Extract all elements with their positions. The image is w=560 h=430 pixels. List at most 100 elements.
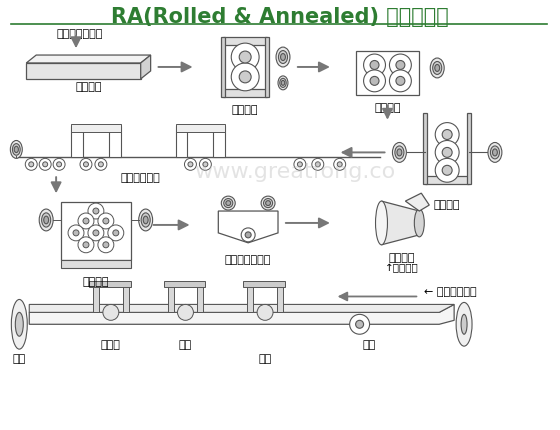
Bar bbox=[109, 126, 121, 157]
Bar bbox=[61, 202, 130, 260]
Text: （脫脂、洗淨）: （脫脂、洗淨） bbox=[225, 255, 272, 265]
Bar bbox=[123, 285, 129, 312]
Ellipse shape bbox=[41, 213, 51, 227]
Circle shape bbox=[39, 158, 51, 170]
Circle shape bbox=[88, 225, 104, 241]
Polygon shape bbox=[26, 63, 141, 79]
Circle shape bbox=[370, 77, 379, 85]
Circle shape bbox=[188, 162, 193, 167]
Ellipse shape bbox=[492, 149, 497, 156]
Polygon shape bbox=[26, 55, 151, 63]
Ellipse shape bbox=[10, 141, 22, 158]
Ellipse shape bbox=[430, 58, 444, 78]
Ellipse shape bbox=[278, 76, 288, 90]
Polygon shape bbox=[218, 211, 278, 243]
Circle shape bbox=[78, 213, 94, 229]
Circle shape bbox=[231, 43, 259, 71]
Bar bbox=[247, 285, 253, 312]
Circle shape bbox=[73, 230, 79, 236]
Polygon shape bbox=[29, 304, 454, 312]
Ellipse shape bbox=[393, 142, 407, 163]
Circle shape bbox=[103, 304, 119, 320]
Circle shape bbox=[93, 208, 99, 214]
Bar bbox=[93, 285, 99, 312]
Ellipse shape bbox=[278, 51, 287, 64]
Circle shape bbox=[297, 162, 302, 167]
Ellipse shape bbox=[281, 80, 284, 85]
Ellipse shape bbox=[280, 78, 286, 87]
Circle shape bbox=[88, 203, 104, 219]
Bar bbox=[223, 37, 267, 45]
Bar bbox=[71, 123, 121, 132]
Circle shape bbox=[184, 158, 197, 170]
Bar bbox=[223, 89, 267, 97]
Circle shape bbox=[98, 213, 114, 229]
Circle shape bbox=[83, 242, 89, 248]
Circle shape bbox=[245, 232, 251, 238]
Circle shape bbox=[337, 162, 342, 167]
Circle shape bbox=[203, 162, 208, 167]
Text: 粗化: 粗化 bbox=[179, 340, 192, 350]
Ellipse shape bbox=[376, 201, 388, 245]
Text: （熱軋）: （熱軋） bbox=[232, 105, 258, 115]
Ellipse shape bbox=[143, 216, 148, 224]
Ellipse shape bbox=[14, 146, 18, 153]
Circle shape bbox=[435, 141, 459, 164]
Circle shape bbox=[103, 242, 109, 248]
Bar bbox=[71, 126, 83, 157]
Circle shape bbox=[442, 165, 452, 175]
Circle shape bbox=[53, 158, 65, 170]
Circle shape bbox=[25, 158, 37, 170]
Circle shape bbox=[95, 158, 107, 170]
Text: 成品: 成品 bbox=[363, 340, 376, 350]
Circle shape bbox=[315, 162, 320, 167]
Ellipse shape bbox=[276, 47, 290, 67]
Circle shape bbox=[80, 158, 92, 170]
Text: www.greatfong.co: www.greatfong.co bbox=[194, 162, 395, 182]
Ellipse shape bbox=[456, 302, 472, 346]
Bar bbox=[167, 285, 174, 312]
Circle shape bbox=[334, 158, 346, 170]
Bar bbox=[61, 260, 130, 267]
Text: 原箔: 原箔 bbox=[13, 354, 26, 364]
Circle shape bbox=[93, 230, 99, 236]
Bar bbox=[265, 37, 269, 97]
Circle shape bbox=[78, 237, 94, 253]
Circle shape bbox=[294, 158, 306, 170]
Bar bbox=[467, 113, 471, 184]
Text: ← 表面處理工程: ← 表面處理工程 bbox=[424, 288, 477, 298]
Text: ↑原箔工程: ↑原箔工程 bbox=[385, 263, 418, 273]
Text: （中軋）: （中軋） bbox=[434, 200, 460, 210]
Ellipse shape bbox=[461, 314, 467, 334]
Circle shape bbox=[435, 158, 459, 182]
Bar bbox=[175, 123, 225, 132]
Ellipse shape bbox=[265, 201, 270, 206]
Polygon shape bbox=[405, 193, 430, 211]
Circle shape bbox=[396, 77, 405, 85]
Text: （鑄胚）: （鑄胚） bbox=[76, 82, 102, 92]
Text: 防鏽: 防鏽 bbox=[259, 354, 272, 364]
Circle shape bbox=[83, 218, 89, 224]
Ellipse shape bbox=[12, 144, 20, 155]
Ellipse shape bbox=[433, 61, 442, 74]
Bar bbox=[425, 176, 469, 184]
Circle shape bbox=[239, 51, 251, 63]
Ellipse shape bbox=[435, 64, 440, 71]
Ellipse shape bbox=[141, 213, 150, 227]
Ellipse shape bbox=[221, 196, 235, 210]
Bar bbox=[277, 285, 283, 312]
Text: （面削）: （面削） bbox=[374, 103, 401, 113]
Polygon shape bbox=[29, 304, 454, 324]
Circle shape bbox=[57, 162, 62, 167]
Circle shape bbox=[108, 225, 124, 241]
Circle shape bbox=[239, 71, 251, 83]
Circle shape bbox=[442, 129, 452, 139]
Ellipse shape bbox=[15, 312, 24, 336]
Ellipse shape bbox=[11, 299, 27, 349]
Text: （溶層、鑄造）: （溶層、鑄造） bbox=[56, 29, 102, 39]
Text: 前處理: 前處理 bbox=[101, 340, 121, 350]
Text: RA(Rolled & Annealed) 銅生產流程: RA(Rolled & Annealed) 銅生產流程 bbox=[111, 7, 449, 28]
Circle shape bbox=[349, 314, 370, 334]
Ellipse shape bbox=[488, 142, 502, 163]
Circle shape bbox=[98, 237, 114, 253]
